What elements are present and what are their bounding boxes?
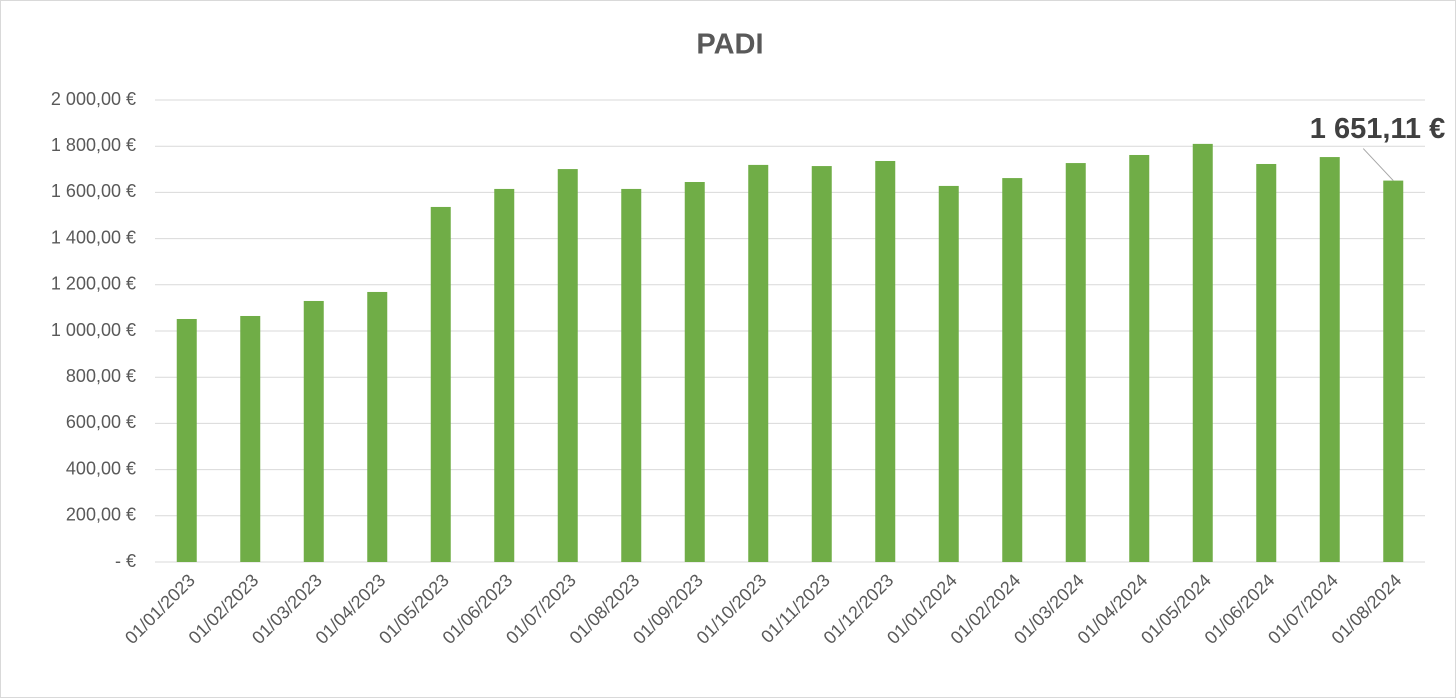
bar (1319, 157, 1340, 562)
bar (1002, 178, 1023, 562)
bar (748, 164, 769, 562)
y-tick-label: 400,00 € (66, 458, 136, 478)
bar (1383, 180, 1404, 562)
data-label: 1 651,11 € (1310, 113, 1445, 145)
bar (684, 182, 705, 562)
bar (621, 188, 642, 562)
y-tick-label: 200,00 € (66, 505, 136, 525)
y-tick-label: 600,00 € (66, 412, 136, 432)
bar (811, 166, 832, 563)
y-tick-label: 1 200,00 € (51, 274, 136, 294)
chart-title: PADI (696, 29, 763, 61)
y-tick-label: 2 000,00 € (51, 89, 136, 109)
y-tick-label: 1 000,00 € (51, 320, 136, 340)
bar (875, 160, 896, 562)
y-tick-label: - € (115, 551, 136, 571)
bar (240, 315, 261, 562)
bar (1256, 163, 1277, 562)
y-tick-label: 1 400,00 € (51, 227, 136, 247)
bar (176, 318, 197, 562)
annotation-leader (1362, 148, 1394, 181)
bar (938, 185, 959, 562)
bar (1192, 143, 1213, 562)
bar (494, 188, 515, 562)
bar (430, 206, 451, 562)
y-tick-label: 800,00 € (66, 366, 136, 386)
bar (367, 291, 388, 562)
y-tick-label: 1 800,00 € (51, 135, 136, 155)
bar (557, 169, 578, 562)
bar (303, 300, 324, 562)
bar (1129, 154, 1150, 562)
y-tick-label: 1 600,00 € (51, 181, 136, 201)
bar (1065, 163, 1086, 563)
